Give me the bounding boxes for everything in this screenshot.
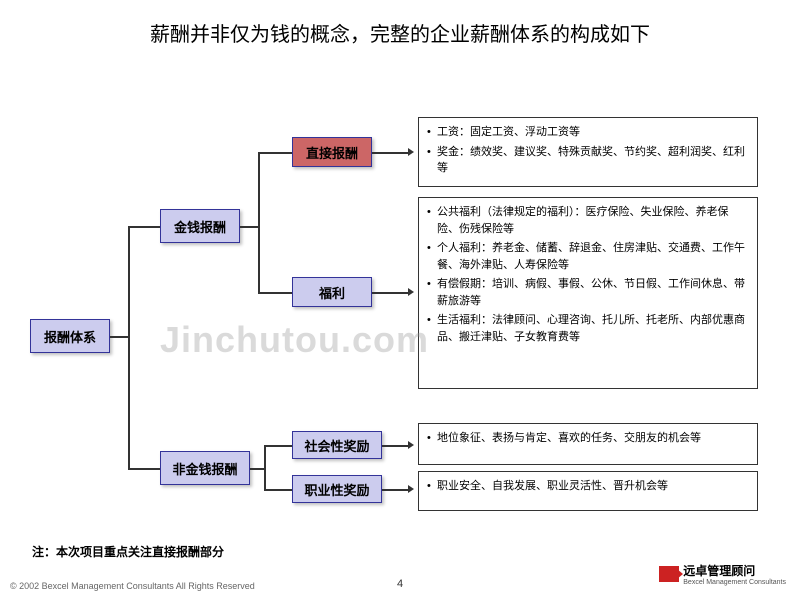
list-item: 公共福利（法律规定的福利）：医疗保险、失业保险、养老保险、伤残保险等 <box>427 204 749 237</box>
watermark: Jinchutou.com <box>160 319 429 361</box>
connector <box>382 489 410 491</box>
connector <box>372 152 410 154</box>
node-direct-label: 直接报酬 <box>306 143 358 162</box>
connector <box>264 445 266 489</box>
connector <box>110 336 128 338</box>
detail-career-list: 职业安全、自我发展、职业灵活性、晋升机会等 <box>427 478 749 495</box>
logo: 远卓管理顾问 Bexcel Management Consultants <box>659 562 786 586</box>
page-number: 4 <box>397 578 403 590</box>
copyright: © 2002 Bexcel Management Consultants All… <box>10 581 255 592</box>
node-nonmoney: 非金钱报酬 <box>160 451 250 485</box>
arrow-icon <box>408 485 414 493</box>
detail-direct: 工资：固定工资、浮动工资等奖金：绩效奖、建议奖、特殊贡献奖、节约奖、超利润奖、红… <box>418 117 758 187</box>
footer-note: 注：本次项目重点关注直接报酬部分 <box>32 543 224 560</box>
connector <box>128 226 160 228</box>
node-money-label: 金钱报酬 <box>174 217 226 236</box>
node-money: 金钱报酬 <box>160 209 240 243</box>
detail-direct-list: 工资：固定工资、浮动工资等奖金：绩效奖、建议奖、特殊贡献奖、节约奖、超利润奖、红… <box>427 124 749 177</box>
connector <box>258 152 260 292</box>
logo-text-en: Bexcel Management Consultants <box>683 579 786 586</box>
connector <box>264 445 292 447</box>
detail-career: 职业安全、自我发展、职业灵活性、晋升机会等 <box>418 471 758 511</box>
page-title: 薪酬并非仅为钱的概念，完整的企业薪酬体系的构成如下 <box>0 0 800 59</box>
detail-welfare-list: 公共福利（法律规定的福利）：医疗保险、失业保险、养老保险、伤残保险等个人福利：养… <box>427 204 749 345</box>
node-welfare-label: 福利 <box>319 283 345 302</box>
connector <box>128 226 130 468</box>
list-item: 地位象征、表扬与肯定、喜欢的任务、交朋友的机会等 <box>427 430 749 447</box>
list-item: 个人福利：养老金、储蓄、辞退金、住房津贴、交通费、工作午餐、海外津贴、人寿保险等 <box>427 240 749 273</box>
node-direct: 直接报酬 <box>292 137 372 167</box>
connector <box>250 468 264 470</box>
list-item: 有偿假期：培训、病假、事假、公休、节日假、工作间休息、带薪旅游等 <box>427 276 749 309</box>
node-career: 职业性奖励 <box>292 475 382 503</box>
node-root-label: 报酬体系 <box>44 327 96 346</box>
connector <box>240 226 258 228</box>
logo-icon <box>659 566 679 582</box>
arrow-icon <box>408 288 414 296</box>
detail-social-list: 地位象征、表扬与肯定、喜欢的任务、交朋友的机会等 <box>427 430 749 447</box>
connector <box>372 292 410 294</box>
diagram-canvas: 报酬体系 金钱报酬 非金钱报酬 直接报酬 福利 社会性奖励 职业性奖励 工资：固… <box>0 59 800 539</box>
node-nonmoney-label: 非金钱报酬 <box>172 459 237 478</box>
logo-text-cn: 远卓管理顾问 <box>683 562 786 579</box>
list-item: 生活福利：法律顾问、心理咨询、托儿所、托老所、内部优惠商品、搬迁津贴、子女教育费… <box>427 312 749 345</box>
node-career-label: 职业性奖励 <box>304 480 369 499</box>
node-social: 社会性奖励 <box>292 431 382 459</box>
connector <box>258 152 292 154</box>
node-welfare: 福利 <box>292 277 372 307</box>
arrow-icon <box>408 441 414 449</box>
detail-social: 地位象征、表扬与肯定、喜欢的任务、交朋友的机会等 <box>418 423 758 465</box>
list-item: 职业安全、自我发展、职业灵活性、晋升机会等 <box>427 478 749 495</box>
list-item: 工资：固定工资、浮动工资等 <box>427 124 749 141</box>
connector <box>382 445 410 447</box>
list-item: 奖金：绩效奖、建议奖、特殊贡献奖、节约奖、超利润奖、红利等 <box>427 144 749 177</box>
connector <box>264 489 292 491</box>
connector <box>128 468 160 470</box>
connector <box>258 292 292 294</box>
node-root: 报酬体系 <box>30 319 110 353</box>
detail-welfare: 公共福利（法律规定的福利）：医疗保险、失业保险、养老保险、伤残保险等个人福利：养… <box>418 197 758 389</box>
node-social-label: 社会性奖励 <box>304 436 369 455</box>
arrow-icon <box>408 148 414 156</box>
